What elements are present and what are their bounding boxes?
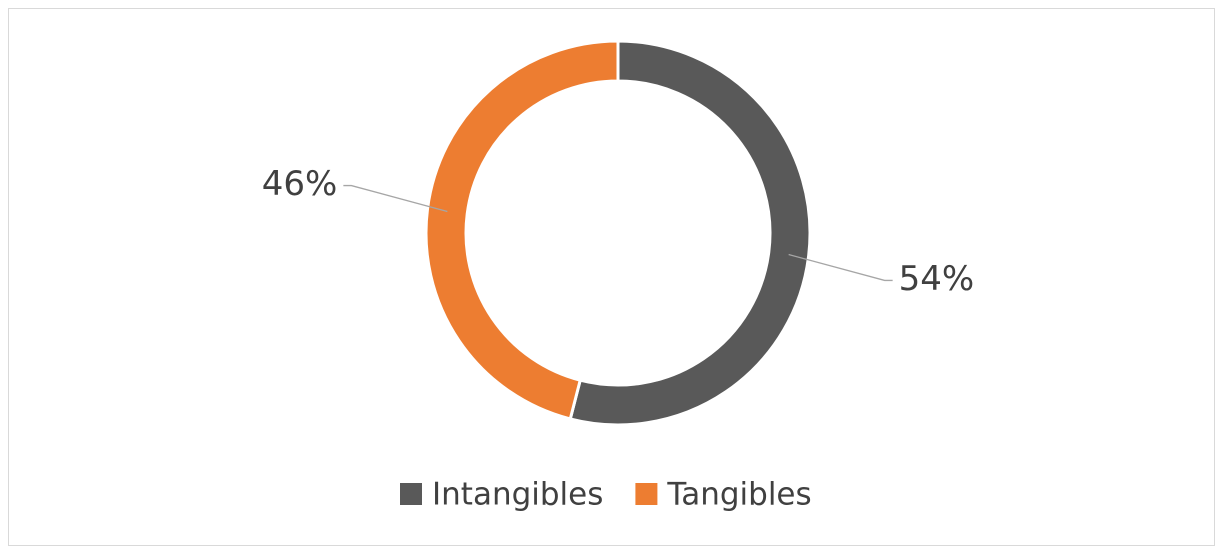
legend-swatch [635, 483, 658, 505]
chart-border [8, 8, 1215, 546]
legend-label: Intangibles [432, 477, 603, 513]
data-label: 46% [262, 164, 338, 204]
legend-label: Tangibles [666, 477, 811, 513]
leader-line [343, 184, 448, 213]
data-label: 54% [899, 259, 975, 299]
legend-swatch [400, 483, 422, 505]
donut-slice [568, 39, 812, 427]
donut-slice [424, 39, 620, 421]
leader-line [788, 253, 893, 282]
